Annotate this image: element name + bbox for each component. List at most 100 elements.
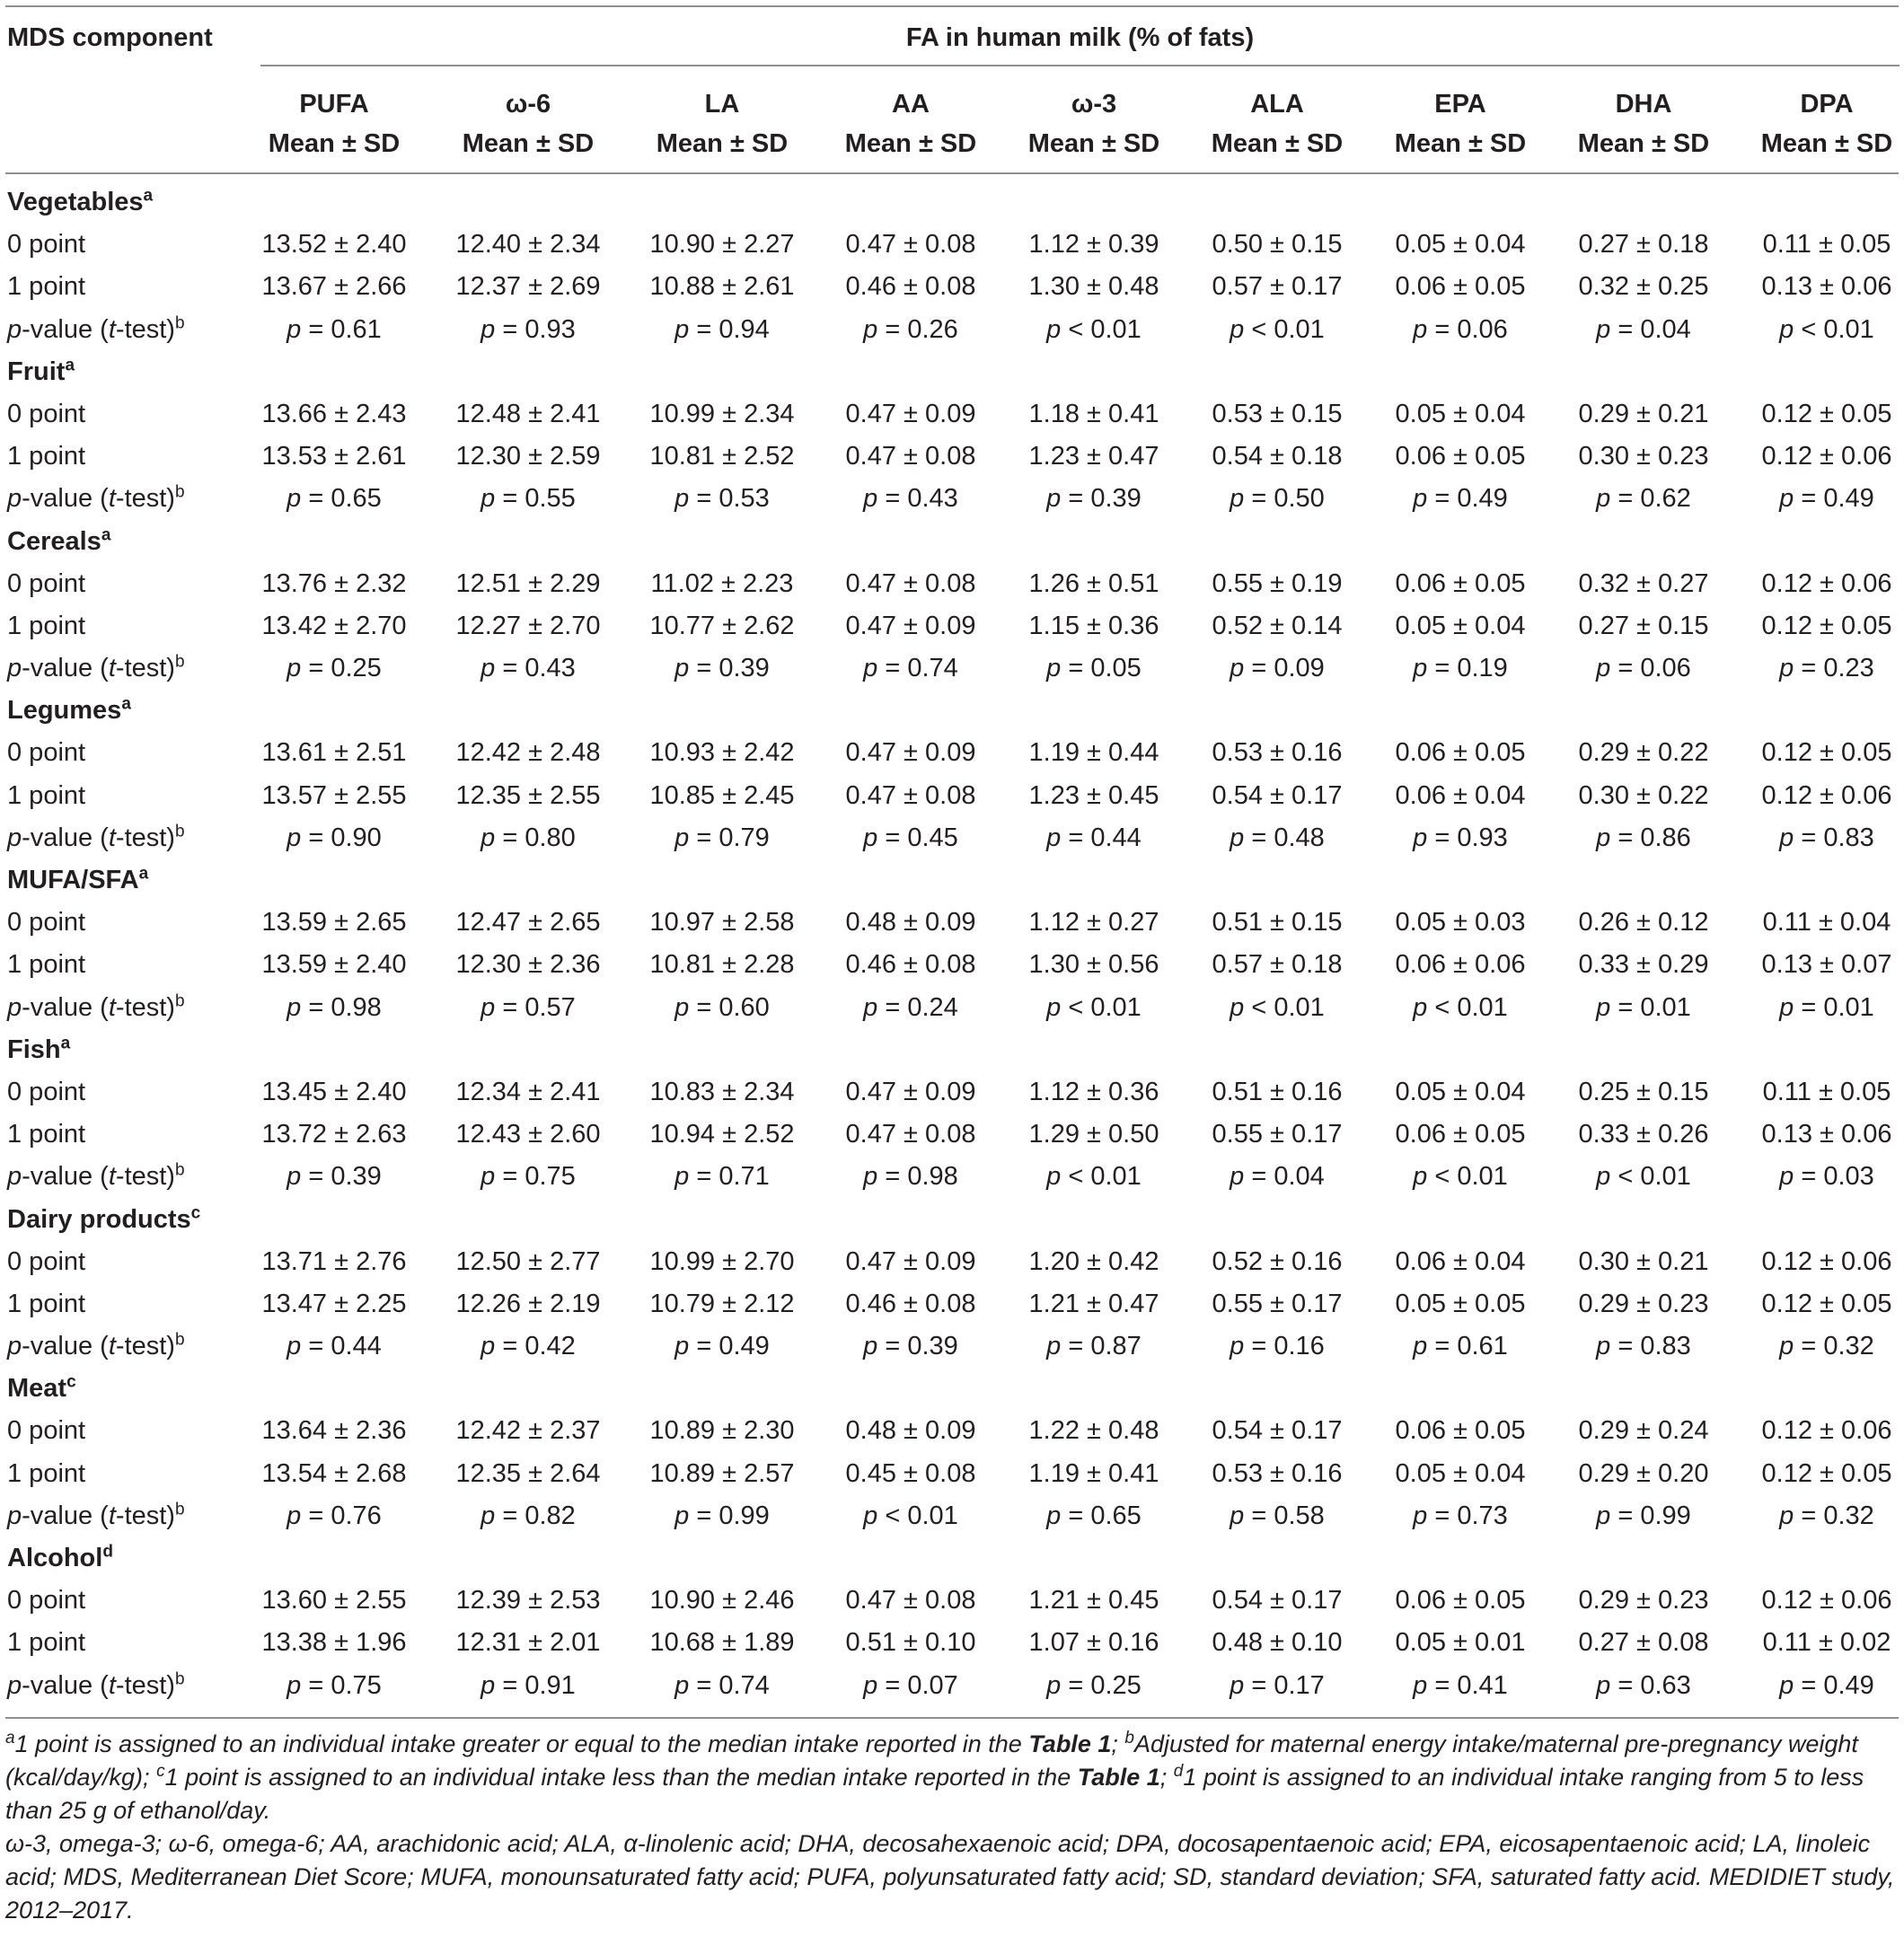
p-symbol: p (7, 314, 22, 344)
p-value-cell: p = 0.83 (1732, 823, 1904, 853)
table-cell: 0.29 ± 0.24 (1578, 1416, 1709, 1446)
column-header: DHA Mean ± SD (1554, 84, 1733, 163)
table-cell: 13.72 ± 2.63 (261, 1120, 407, 1149)
p-value-text: = 0.43 (502, 654, 576, 683)
p-value-cell: p = 0.58 (1183, 1501, 1371, 1531)
p-value-cell: p = 0.71 (628, 1162, 816, 1192)
p-value-cell: p = 0.39 (1000, 484, 1188, 514)
p-symbol: p (674, 314, 690, 344)
footnote-marker: b (174, 1160, 185, 1180)
p-value-text: = 0.45 (885, 823, 958, 852)
table-cell: 0.46 ± 0.08 (845, 272, 976, 302)
column-header-subheader: Mean ± SD (1760, 129, 1893, 158)
p-symbol: p (1779, 1162, 1794, 1192)
table-ref-link[interactable]: Table 1 (1028, 1730, 1112, 1757)
p-symbol: p (1596, 1501, 1611, 1530)
table-cell: 0.06 ± 0.05 (1395, 1120, 1526, 1149)
table-cell: 0.27 ± 0.15 (1578, 611, 1709, 640)
p-value-text: = 0.24 (885, 992, 958, 1022)
label-text: -value ( (22, 314, 109, 344)
table-cell: 10.81 ± 2.28 (649, 950, 795, 980)
p-value-row: p-value (t-test)b p = 0.39 p = 0.75 p = 0.7… (0, 1157, 1904, 1199)
t-symbol: t (108, 314, 116, 344)
p-symbol: p (1413, 1670, 1428, 1700)
p-symbol: p (7, 823, 22, 852)
table-cell: 1.12 ± 0.27 (1028, 908, 1159, 938)
table-cell: 12.27 ± 2.70 (455, 611, 601, 640)
group-label: Meatc (7, 1374, 76, 1404)
p-value-text: = 0.44 (308, 1332, 382, 1361)
p-value-cell: p = 0.01 (1732, 993, 1904, 1023)
row-label: 0 point (7, 1416, 86, 1446)
one-point-row: 1 point 13.54 ± 2.68 12.35 ± 2.64 10.89 ± 2… (0, 1454, 1904, 1496)
p-value-text: = 0.74 (696, 1670, 770, 1700)
row-label: 1 point (7, 442, 86, 471)
p-symbol: p (1596, 484, 1611, 514)
p-symbol: p (480, 1501, 496, 1530)
one-point-row: 1 point 13.72 ± 2.63 12.43 ± 2.60 10.94 ± 2… (0, 1114, 1904, 1157)
top-rule (5, 5, 1899, 7)
p-value-cell: p = 0.44 (1000, 823, 1188, 853)
p-value-text: = 0.39 (885, 1332, 958, 1361)
column-header: ω-3 Mean ± SD (1004, 84, 1184, 163)
group-header-row: Fruita (0, 352, 1904, 394)
p-value-text: = 0.58 (1251, 1501, 1325, 1530)
p-value-row: p-value (t-test)b p = 0.75 p = 0.91 p = 0.7… (0, 1666, 1904, 1708)
table-cell: 0.11 ± 0.04 (1762, 908, 1891, 938)
t-symbol: t (108, 484, 116, 514)
p-symbol: p (286, 1670, 302, 1700)
table-cell: 0.57 ± 0.17 (1212, 272, 1343, 302)
p-symbol: p (1230, 1501, 1245, 1530)
group-header-row: Vegetablesa (0, 182, 1904, 225)
footer-rule (5, 1717, 1899, 1719)
table-ref-link[interactable]: Table 1 (1077, 1764, 1160, 1791)
table-cell: 12.48 ± 2.41 (455, 399, 601, 428)
p-value-cell: p = 0.90 (240, 823, 428, 853)
table-cell: 0.55 ± 0.17 (1212, 1289, 1343, 1318)
p-value-text: = 0.04 (1618, 314, 1691, 344)
p-value-text: = 0.25 (308, 654, 382, 683)
p-value-cell: p = 0.75 (240, 1671, 428, 1701)
table-body: Vegetablesa 0 point 13.52 ± 2.40 12.40 ± 2.… (0, 182, 1904, 1708)
column-header: ALA Mean ± SD (1187, 84, 1367, 163)
table-cell: 0.50 ± 0.15 (1212, 230, 1343, 260)
p-symbol: p (1596, 1670, 1611, 1700)
p-value-cell: p < 0.01 (1183, 315, 1371, 345)
p-symbol: p (1596, 654, 1611, 683)
table-cell: 0.53 ± 0.15 (1212, 399, 1343, 428)
table-cell: 0.05 ± 0.04 (1395, 230, 1526, 260)
column-header-name: ω-3 (1071, 90, 1117, 119)
table-cell: 13.52 ± 2.40 (261, 230, 407, 260)
footnote-c-marker: c (156, 1762, 165, 1781)
group-label: MUFA/SFAa (7, 865, 148, 895)
label-text: -test) (115, 654, 175, 683)
table-cell: 0.54 ± 0.17 (1212, 1416, 1343, 1446)
table-cell: 10.90 ± 2.46 (649, 1586, 795, 1616)
p-value-row: p-value (t-test)b p = 0.98 p = 0.57 p = 0.6… (0, 988, 1904, 1030)
row-label: p-value (t-test)b (7, 992, 185, 1023)
p-symbol: p (1779, 1670, 1794, 1700)
p-value-text: = 0.87 (1068, 1332, 1142, 1361)
p-value-text: = 0.76 (308, 1501, 382, 1530)
table-cell: 0.06 ± 0.05 (1395, 442, 1526, 471)
p-value-row: p-value (t-test)b p = 0.65 p = 0.55 p = 0.5… (0, 479, 1904, 521)
table-cell: 13.42 ± 2.70 (261, 611, 407, 640)
group-header-row: Legumesa (0, 691, 1904, 733)
table-cell: 0.29 ± 0.22 (1578, 738, 1709, 768)
row-label: 1 point (7, 1458, 86, 1488)
group-header-row: MUFA/SFAa (0, 860, 1904, 902)
table-cell: 0.53 ± 0.16 (1212, 738, 1343, 768)
label-text: -test) (115, 1501, 175, 1530)
p-value-cell: p = 0.86 (1549, 823, 1738, 853)
p-value-text: = 0.04 (1251, 1162, 1325, 1192)
p-value-text: = 0.48 (1251, 823, 1325, 852)
p-symbol: p (1046, 823, 1062, 852)
group-name: Dairy products (7, 1204, 191, 1234)
row-label: p-value (t-test)b (7, 1331, 185, 1361)
p-symbol: p (863, 654, 878, 683)
table-cell: 10.97 ± 2.58 (649, 908, 795, 938)
p-symbol: p (1230, 654, 1245, 683)
p-value-cell: p = 0.39 (240, 1162, 428, 1192)
table-cell: 12.43 ± 2.60 (455, 1120, 601, 1149)
row-label: 1 point (7, 780, 86, 810)
